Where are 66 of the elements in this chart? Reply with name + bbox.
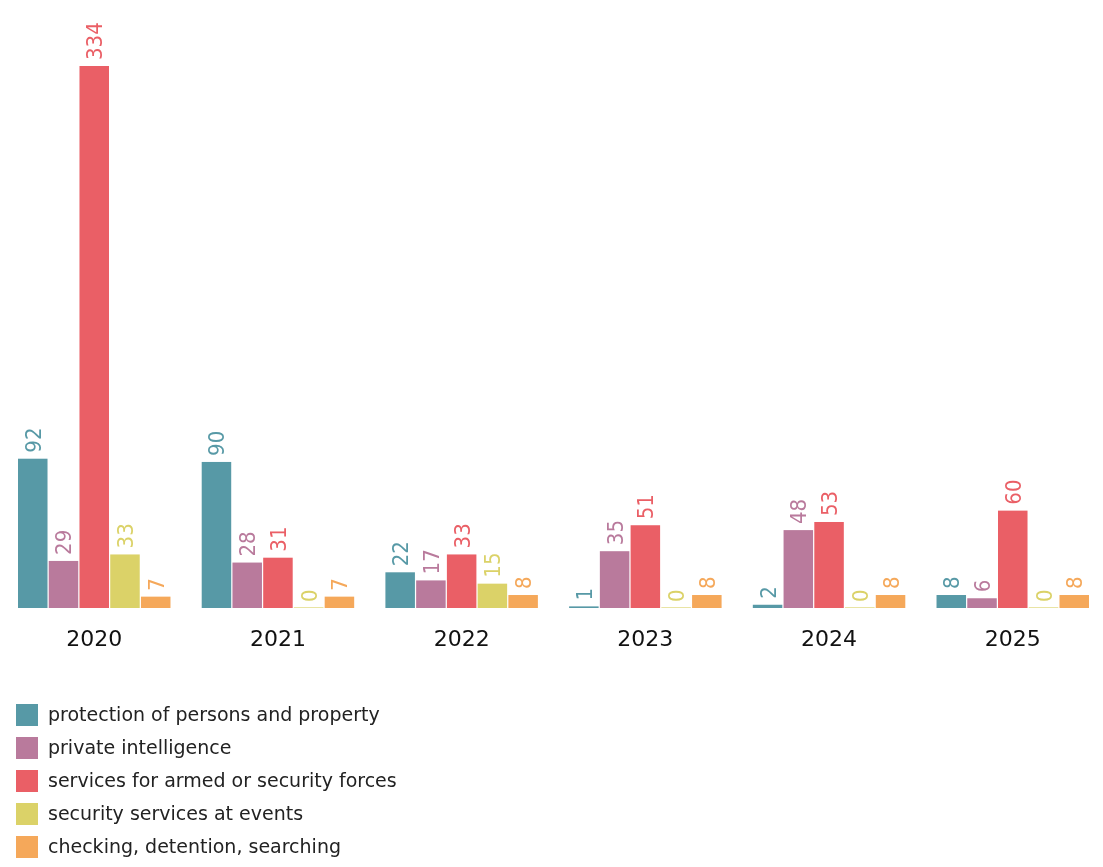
legend-label: private intelligence (48, 736, 232, 758)
bar (967, 598, 997, 608)
data-label: 0 (1031, 589, 1057, 602)
bar (875, 595, 906, 608)
data-label: 22 (388, 541, 414, 567)
data-label: 28 (235, 531, 261, 557)
data-label: 0 (296, 589, 322, 602)
data-label: 60 (1000, 479, 1026, 505)
data-label: 48 (786, 498, 812, 525)
legend-label: services for armed or security forces (48, 769, 397, 791)
data-label: 8 (939, 576, 965, 590)
data-label: 7 (327, 578, 353, 591)
bar (232, 562, 262, 608)
x-tick-label: 2021 (249, 626, 306, 651)
data-label: 31 (265, 526, 291, 552)
x-tick-label: 2023 (617, 626, 674, 651)
bar (324, 596, 355, 608)
data-label: 7 (143, 578, 169, 591)
data-label: 0 (847, 589, 873, 602)
bar (1059, 595, 1089, 608)
data-label: 334 (82, 22, 108, 60)
bar (110, 554, 140, 608)
data-label: 53 (817, 490, 843, 516)
bar (998, 510, 1028, 608)
data-label: 15 (480, 552, 506, 578)
data-label: 33 (112, 523, 138, 549)
bar (416, 580, 446, 608)
bar (263, 557, 293, 608)
bar (936, 595, 967, 608)
data-label: 29 (51, 529, 77, 555)
data-label: 17 (418, 549, 444, 575)
x-tick-label: 2024 (801, 626, 858, 651)
bar (508, 595, 538, 608)
bar (752, 604, 783, 608)
bar (814, 521, 844, 608)
bar (201, 461, 232, 608)
data-label: 90 (204, 430, 230, 456)
legend-label: security services at events (48, 802, 304, 824)
data-label: 8 (1062, 576, 1088, 590)
data-label: 8 (878, 576, 904, 590)
data-label: 8 (694, 576, 720, 590)
data-label: 1 (571, 587, 597, 601)
bar (599, 551, 630, 608)
bar (630, 525, 661, 608)
legend-label: checking, detention, searching (48, 835, 341, 857)
x-tick-label: 2025 (984, 626, 1041, 651)
bar (18, 458, 48, 608)
bar (140, 596, 171, 608)
x-tick-label: 2022 (433, 626, 490, 651)
data-label: 0 (664, 589, 690, 602)
data-label: 51 (633, 494, 659, 520)
bar (79, 66, 109, 608)
bar (783, 530, 814, 608)
x-tick-label: 2020 (66, 626, 123, 651)
data-label: 6 (970, 579, 996, 593)
data-label: 35 (602, 520, 628, 546)
bar (477, 583, 508, 608)
bar (385, 572, 415, 608)
bar (692, 595, 722, 608)
data-label: 92 (20, 427, 46, 453)
legend-label: protection of persons and property (48, 703, 380, 725)
data-label: 33 (449, 523, 475, 549)
bar (48, 560, 79, 608)
bar (446, 554, 477, 608)
data-label: 8 (511, 576, 537, 590)
data-label: 2 (755, 586, 781, 599)
